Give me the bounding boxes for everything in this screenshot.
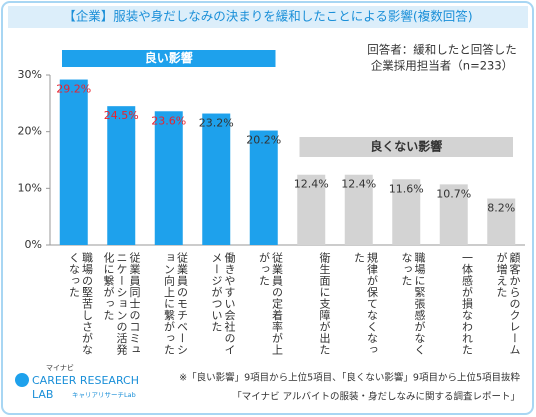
y-tick-label: 30%	[18, 68, 42, 81]
x-tick-label: 一体感が損なわれた	[460, 252, 474, 356]
y-tick-label: 0%	[25, 238, 42, 251]
logo: キャリアリサーチLab	[72, 391, 136, 399]
x-tick-label: 顧客からのクレームが増えた	[495, 252, 521, 356]
legend-box	[299, 137, 513, 157]
value-label: 11.6%	[389, 182, 424, 195]
x-tick-label: 職場の堅苦しさがなくなった	[67, 252, 94, 356]
bar	[59, 79, 88, 246]
bar	[107, 106, 136, 246]
value-label: 10.7%	[436, 187, 471, 200]
value-label: 29.2%	[56, 83, 91, 96]
note: 回答者：緩和したと回答した	[367, 43, 517, 57]
y-tick-label: 10%	[18, 181, 42, 194]
x-tick-label: 働きやすい会社のイメージがついた	[210, 252, 236, 356]
x-tick-label: 職場に緊張感がなくなった	[400, 252, 426, 356]
bar	[487, 198, 516, 245]
value-label: 12.4%	[294, 178, 329, 191]
chart-title: 【企業】服装や身だしなみの決まりを緩和したことによる影響(複数回答)	[63, 9, 472, 24]
value-label: 20.2%	[246, 134, 281, 147]
footnote: ※「良い影響」9項目から上位5項目、「良くない影響」9項目から上位5項目抜粋	[179, 372, 520, 384]
note: 企業採用担当者（n=233）	[371, 59, 513, 73]
title-bar	[8, 6, 528, 28]
value-label: 8.2%	[487, 202, 515, 215]
logo: LAB	[32, 388, 53, 401]
value-label: 23.2%	[199, 117, 234, 130]
logo: CAREER RESEARCH	[32, 374, 139, 387]
legend-label: 良くない影響	[370, 139, 442, 154]
x-tick-label: 従業員のモチベーション向上に繋がった	[162, 252, 189, 356]
logo: マイナビ	[46, 363, 74, 372]
bar	[249, 130, 278, 245]
bar	[297, 174, 326, 245]
legend-box	[62, 50, 276, 67]
bar	[439, 184, 468, 245]
x-tick-label: 従業員の定着率が上がった	[257, 252, 284, 356]
x-tick-label: 規律が保てなくなった	[352, 252, 379, 356]
bar	[344, 174, 373, 245]
bar	[392, 179, 421, 245]
source: 「マイナビ アルバイトの服装・身だしなみに関する調査レポート」	[232, 391, 520, 403]
bar	[202, 113, 231, 246]
bar	[154, 111, 183, 246]
x-tick-label: 従業員同士のコミュニケーションの活発化に繋がった	[102, 252, 141, 356]
x-tick-label: 衛生面に支障が出た	[318, 252, 331, 356]
value-label: 23.6%	[151, 114, 186, 127]
logo-icon	[15, 373, 29, 387]
value-label: 24.5%	[104, 109, 139, 122]
y-tick-label: 20%	[18, 125, 42, 138]
legend-label: 良い影響	[145, 50, 193, 65]
value-label: 12.4%	[341, 178, 376, 191]
